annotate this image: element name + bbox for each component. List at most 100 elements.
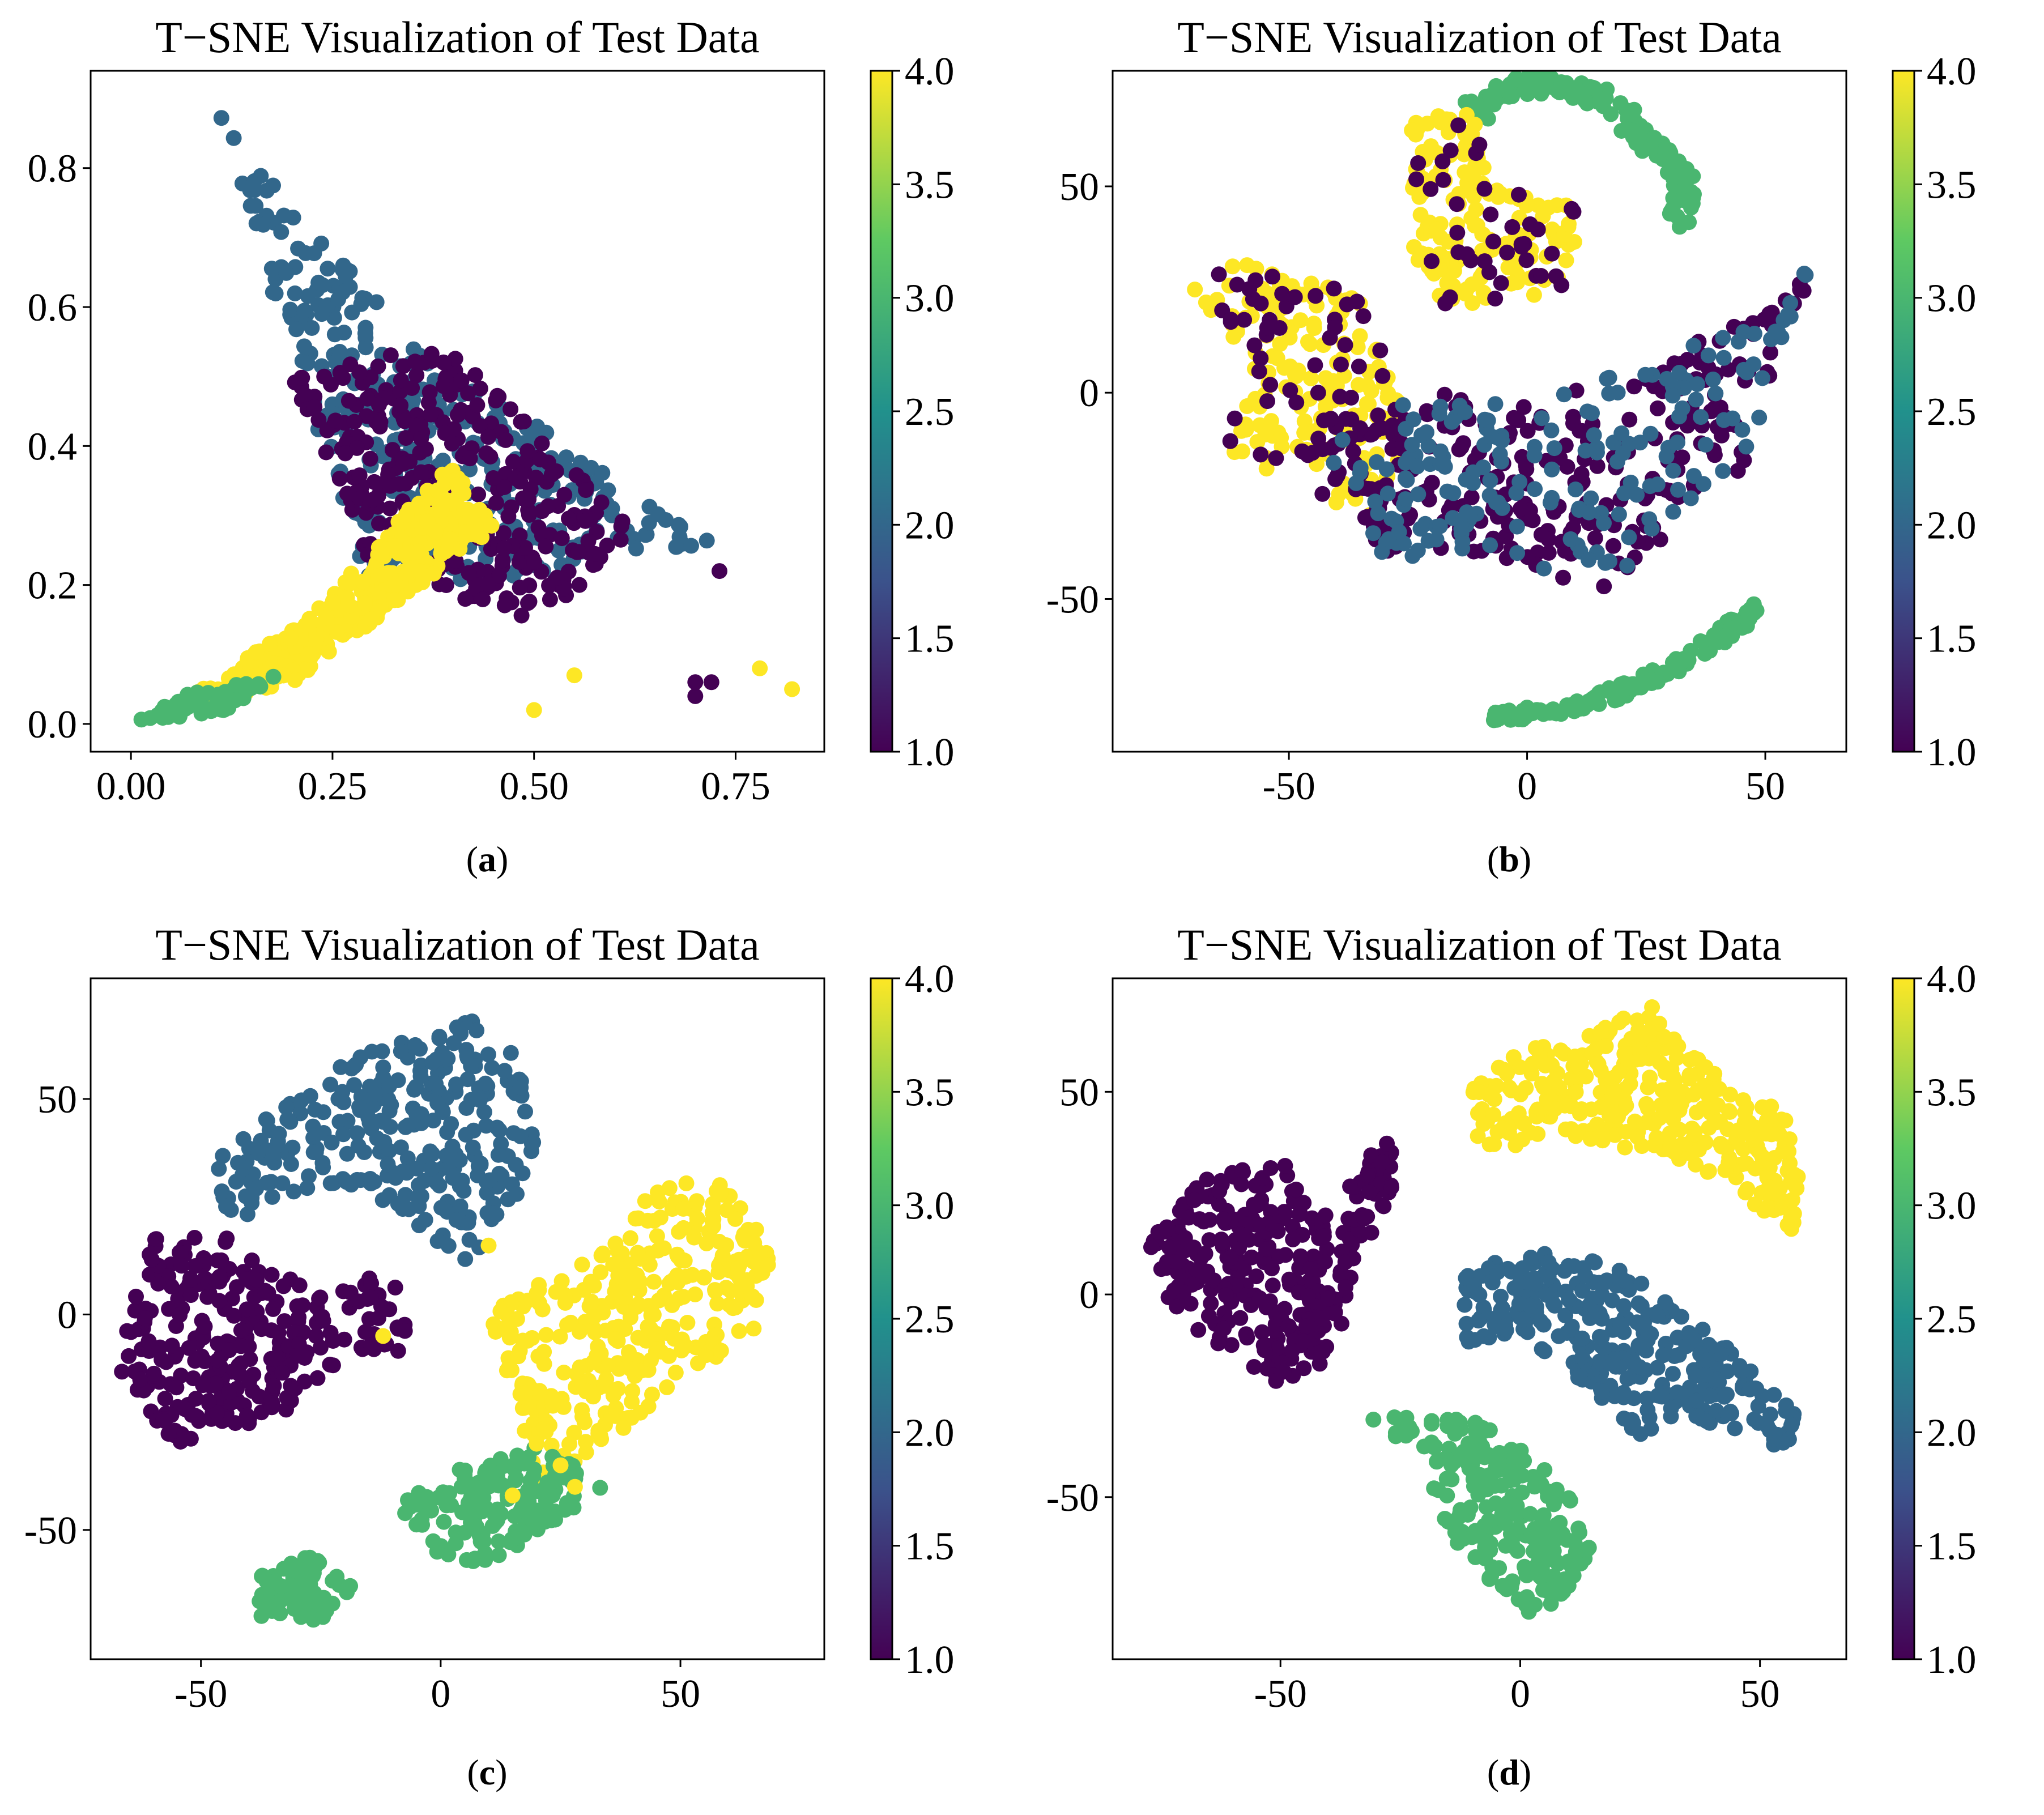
scatter-point <box>1216 1320 1232 1337</box>
scatter-point <box>1535 1582 1551 1598</box>
scatter-point <box>1523 1250 1539 1266</box>
scatter-point <box>1288 394 1305 411</box>
scatter-point <box>1493 1302 1509 1318</box>
scatter-point <box>1665 504 1681 520</box>
scatter-point <box>1292 312 1309 329</box>
scatter-point <box>1621 411 1638 428</box>
scatter-point <box>599 1357 616 1374</box>
scatter-point <box>287 672 303 688</box>
scatter-point <box>1365 1412 1382 1428</box>
colorbar-tick-label: 4.0 <box>1927 50 1977 93</box>
scatter-point <box>1143 1239 1159 1255</box>
scatter-point <box>1317 1207 1334 1224</box>
scatter-point <box>251 1388 267 1405</box>
scatter-point <box>1412 207 1429 223</box>
chart-title: T−SNE Visualization of Test Data <box>1177 920 1781 969</box>
scatter-point <box>1688 1392 1705 1409</box>
scatter-point <box>1470 1105 1486 1122</box>
scatter-point <box>186 1230 203 1246</box>
scatter-point <box>1709 1114 1725 1131</box>
scatter-point <box>400 1117 416 1134</box>
scatter-point <box>1197 1246 1213 1262</box>
scatter-point <box>1633 1275 1650 1292</box>
y-tick-label: 50 <box>37 1078 77 1122</box>
scatter-point <box>1190 1322 1207 1338</box>
scatter-point <box>603 1408 620 1424</box>
scatter-point <box>360 1109 377 1126</box>
scatter-point <box>1671 365 1688 381</box>
scatter-point <box>314 1309 330 1325</box>
scatter-point <box>553 530 570 547</box>
scatter-point <box>386 538 403 554</box>
scatter-point <box>1759 1418 1775 1434</box>
scatter-point <box>148 1231 164 1247</box>
scatter-point <box>435 354 452 370</box>
scatter-point <box>1677 177 1694 194</box>
scatter-point <box>1380 385 1396 402</box>
scatter-point <box>1351 359 1367 374</box>
scatter-point <box>1656 1029 1672 1045</box>
scatter-point <box>339 262 356 278</box>
scatter-point <box>1688 391 1704 408</box>
scatter-point <box>1587 1254 1603 1271</box>
scatter-point <box>1562 1493 1578 1509</box>
x-tick-label: 0 <box>1510 1672 1530 1716</box>
scatter-point <box>362 450 378 467</box>
scatter-point <box>1594 1329 1610 1345</box>
scatter-point <box>1376 1198 1392 1215</box>
scatter-point <box>1248 1268 1264 1285</box>
scatter-point <box>213 1252 229 1268</box>
scatter-point <box>1553 1586 1569 1602</box>
x-tick-label: 0.25 <box>298 765 368 808</box>
scatter-point <box>1424 253 1440 270</box>
scatter-point <box>1706 627 1722 644</box>
scatter-point <box>1320 1290 1336 1307</box>
scatter-point <box>650 1242 666 1259</box>
scatter-point <box>1518 1597 1534 1613</box>
scatter-point <box>1466 165 1482 181</box>
scatter-point <box>1616 485 1632 501</box>
scatter-point <box>661 1180 678 1196</box>
scatter-point <box>393 397 409 414</box>
scatter-point <box>355 573 371 590</box>
scatter-point <box>1225 329 1242 345</box>
chart-panel-b: T−SNE Visualization of Test Data -50 0 50 -5… <box>1022 0 2044 908</box>
scatter-point <box>1758 1126 1774 1142</box>
scatter-point <box>276 1313 293 1330</box>
scatter-point <box>615 1420 632 1436</box>
colorbar-tick-label: 3.0 <box>905 277 955 321</box>
scatter-point <box>299 1180 316 1196</box>
scatter-point <box>739 1278 755 1294</box>
scatter-point <box>1516 75 1532 91</box>
scatter-point <box>557 1502 573 1518</box>
scatter-point <box>197 1318 213 1335</box>
scatter-point <box>1381 531 1397 547</box>
scatter-point <box>1597 1275 1613 1291</box>
scatter-point <box>321 644 337 660</box>
chart-panel-d: T−SNE Visualization of Test Data -50 0 50 -5… <box>1022 908 2044 1815</box>
scatter-point <box>1302 1261 1319 1277</box>
scatter-point <box>1743 1363 1759 1379</box>
scatter-point <box>1646 1041 1662 1058</box>
scatter-point <box>239 1301 255 1318</box>
scatter-point <box>1487 396 1504 412</box>
scatter-point <box>395 358 411 374</box>
scatter-point <box>1512 1275 1528 1291</box>
scatter-point <box>1477 1539 1493 1556</box>
scatter-point <box>466 1122 482 1139</box>
scatter-point <box>1277 1158 1293 1174</box>
scatter-point <box>448 1524 464 1541</box>
scatter-point <box>1296 1360 1312 1377</box>
scatter-point <box>1482 472 1498 489</box>
scatter-point <box>337 445 354 462</box>
scatter-point <box>187 1258 203 1274</box>
scatter-point <box>1291 366 1306 382</box>
scatter-point <box>278 1401 294 1418</box>
scatter-point <box>160 1426 177 1442</box>
scatter-point <box>1424 1416 1440 1432</box>
scatter-point <box>278 265 295 281</box>
scatter-point <box>1307 357 1323 373</box>
scatter-point <box>1617 1139 1633 1156</box>
scatter-point <box>1454 540 1471 557</box>
scatter-point <box>1287 289 1303 305</box>
